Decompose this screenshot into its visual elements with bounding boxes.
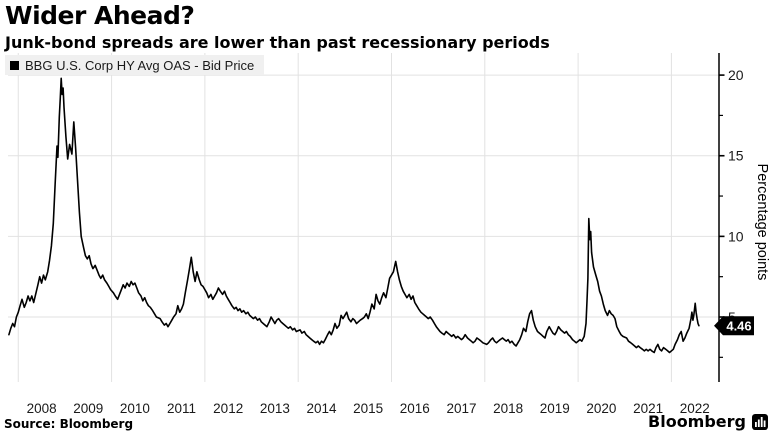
x-tick-label: 2020 [586, 401, 616, 416]
x-tick-label: 2018 [493, 401, 523, 416]
y-tick-label: 20 [728, 67, 744, 83]
bloomberg-terminal-icon [752, 413, 768, 430]
x-tick-label: 2017 [446, 401, 476, 416]
x-tick-label: 2021 [633, 401, 663, 416]
chart-subtitle: Junk-bond spreads are lower than past re… [5, 33, 550, 52]
x-tick-label: 2010 [120, 401, 150, 416]
x-tick-label: 2019 [540, 401, 570, 416]
legend[interactable]: BBG U.S. Corp HY Avg OAS - Bid Price [5, 55, 265, 75]
x-tick-label: 2013 [260, 401, 290, 416]
bloomberg-wordmark: Bloomberg [648, 412, 746, 431]
y-tick-label: 10 [728, 228, 744, 244]
bloomberg-brand: Bloomberg [648, 412, 768, 431]
last-value-tag [714, 316, 754, 336]
x-tick-label: 2014 [306, 401, 337, 416]
x-tick-label: 2016 [400, 401, 430, 416]
source-note: Source: Bloomberg [4, 417, 134, 431]
series-line [8, 77, 700, 354]
x-tick-label: 2012 [213, 401, 243, 416]
x-tick-label: 2022 [680, 401, 710, 416]
legend-label: BBG U.S. Corp HY Avg OAS - Bid Price [25, 57, 255, 73]
page-title: Wider Ahead? [5, 1, 195, 30]
x-tick-label: 2011 [167, 401, 196, 416]
series-swatch-icon [10, 60, 19, 70]
x-tick-label: 2009 [73, 401, 103, 416]
y-axis-title: Percentage points [754, 164, 770, 281]
x-tick-label: 2008 [27, 401, 57, 416]
x-tick-label: 2015 [353, 401, 383, 416]
last-value-label: 4.46 [726, 319, 751, 334]
y-tick-label: 15 [728, 148, 744, 164]
